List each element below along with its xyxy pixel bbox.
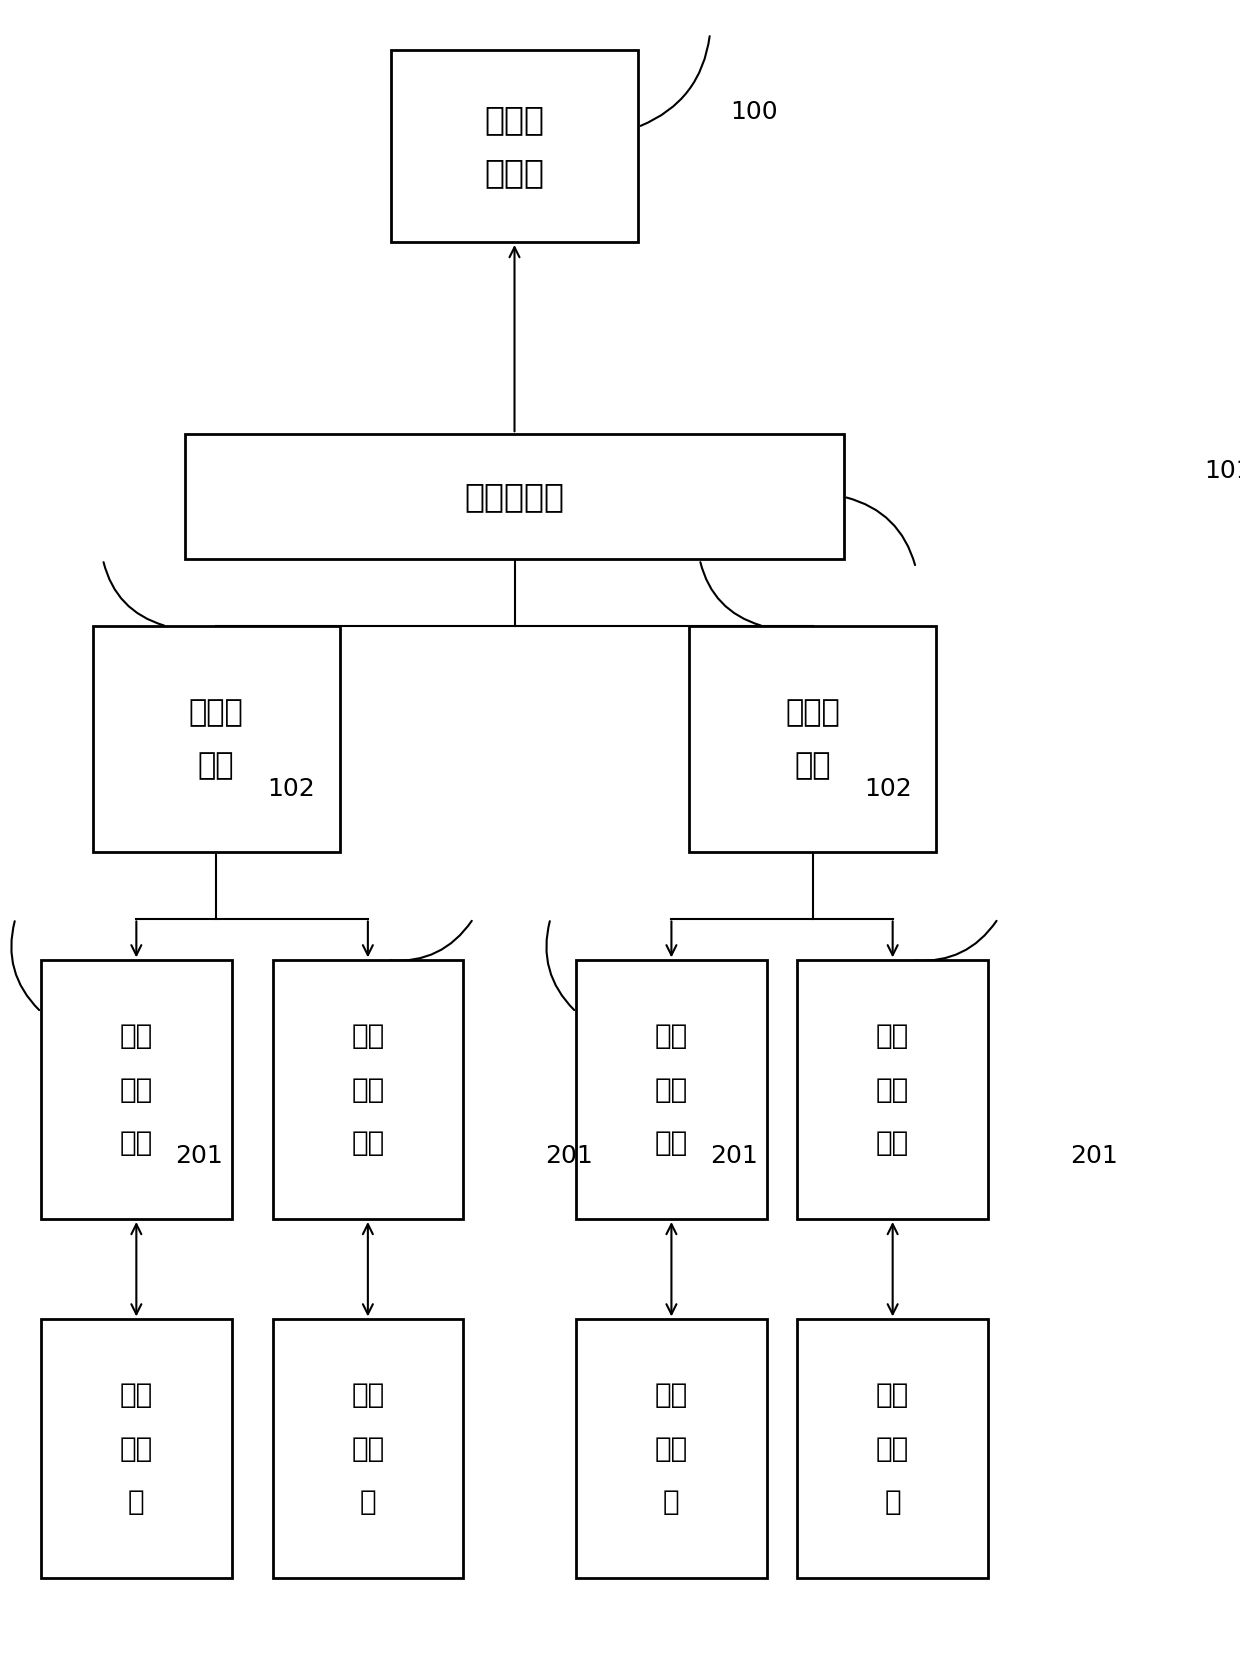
Text: 组: 组 [360,1488,376,1516]
Text: 201: 201 [175,1144,223,1167]
Text: 从控制: 从控制 [188,698,243,726]
FancyBboxPatch shape [273,960,463,1219]
Text: 电池: 电池 [655,1435,688,1463]
Text: 102: 102 [864,777,913,800]
Text: 从控制: 从控制 [785,698,841,726]
Text: 车辆管: 车辆管 [485,104,544,135]
FancyBboxPatch shape [273,1319,463,1578]
Text: 201: 201 [1070,1144,1118,1167]
Text: 单元: 单元 [198,752,234,780]
Text: 基本: 基本 [120,1022,153,1050]
Text: 电池: 电池 [351,1435,384,1463]
Text: 基本: 基本 [875,1022,909,1050]
Text: 电池: 电池 [875,1435,909,1463]
Text: 理系统: 理系统 [485,157,544,189]
Text: 单元: 单元 [875,1381,909,1409]
Text: 单元: 单元 [351,1129,384,1157]
Text: 201: 201 [711,1144,758,1167]
FancyBboxPatch shape [93,626,340,852]
Text: 单元: 单元 [655,1129,688,1157]
Text: 控制: 控制 [655,1075,688,1104]
Text: 100: 100 [730,100,779,124]
FancyBboxPatch shape [797,1319,988,1578]
Text: 电池: 电池 [120,1435,153,1463]
Text: 控制: 控制 [351,1075,384,1104]
FancyBboxPatch shape [391,50,639,242]
FancyBboxPatch shape [185,434,843,559]
Text: 单元: 单元 [875,1129,909,1157]
Text: 单元: 单元 [120,1381,153,1409]
Text: 102: 102 [268,777,315,800]
Text: 基本: 基本 [655,1022,688,1050]
Text: 基本: 基本 [351,1022,384,1050]
Text: 101: 101 [1204,459,1240,483]
FancyBboxPatch shape [41,960,232,1219]
FancyBboxPatch shape [41,1319,232,1578]
FancyBboxPatch shape [797,960,988,1219]
Text: 控制: 控制 [875,1075,909,1104]
Text: 201: 201 [546,1144,593,1167]
FancyBboxPatch shape [577,960,766,1219]
Text: 单元: 单元 [795,752,831,780]
Text: 单元: 单元 [655,1381,688,1409]
Text: 组: 组 [884,1488,901,1516]
Text: 单元: 单元 [351,1381,384,1409]
Text: 主控制单元: 主控制单元 [465,481,564,513]
FancyBboxPatch shape [689,626,936,852]
FancyBboxPatch shape [577,1319,766,1578]
Text: 单元: 单元 [120,1129,153,1157]
Text: 组: 组 [128,1488,145,1516]
Text: 组: 组 [663,1488,680,1516]
Text: 控制: 控制 [120,1075,153,1104]
